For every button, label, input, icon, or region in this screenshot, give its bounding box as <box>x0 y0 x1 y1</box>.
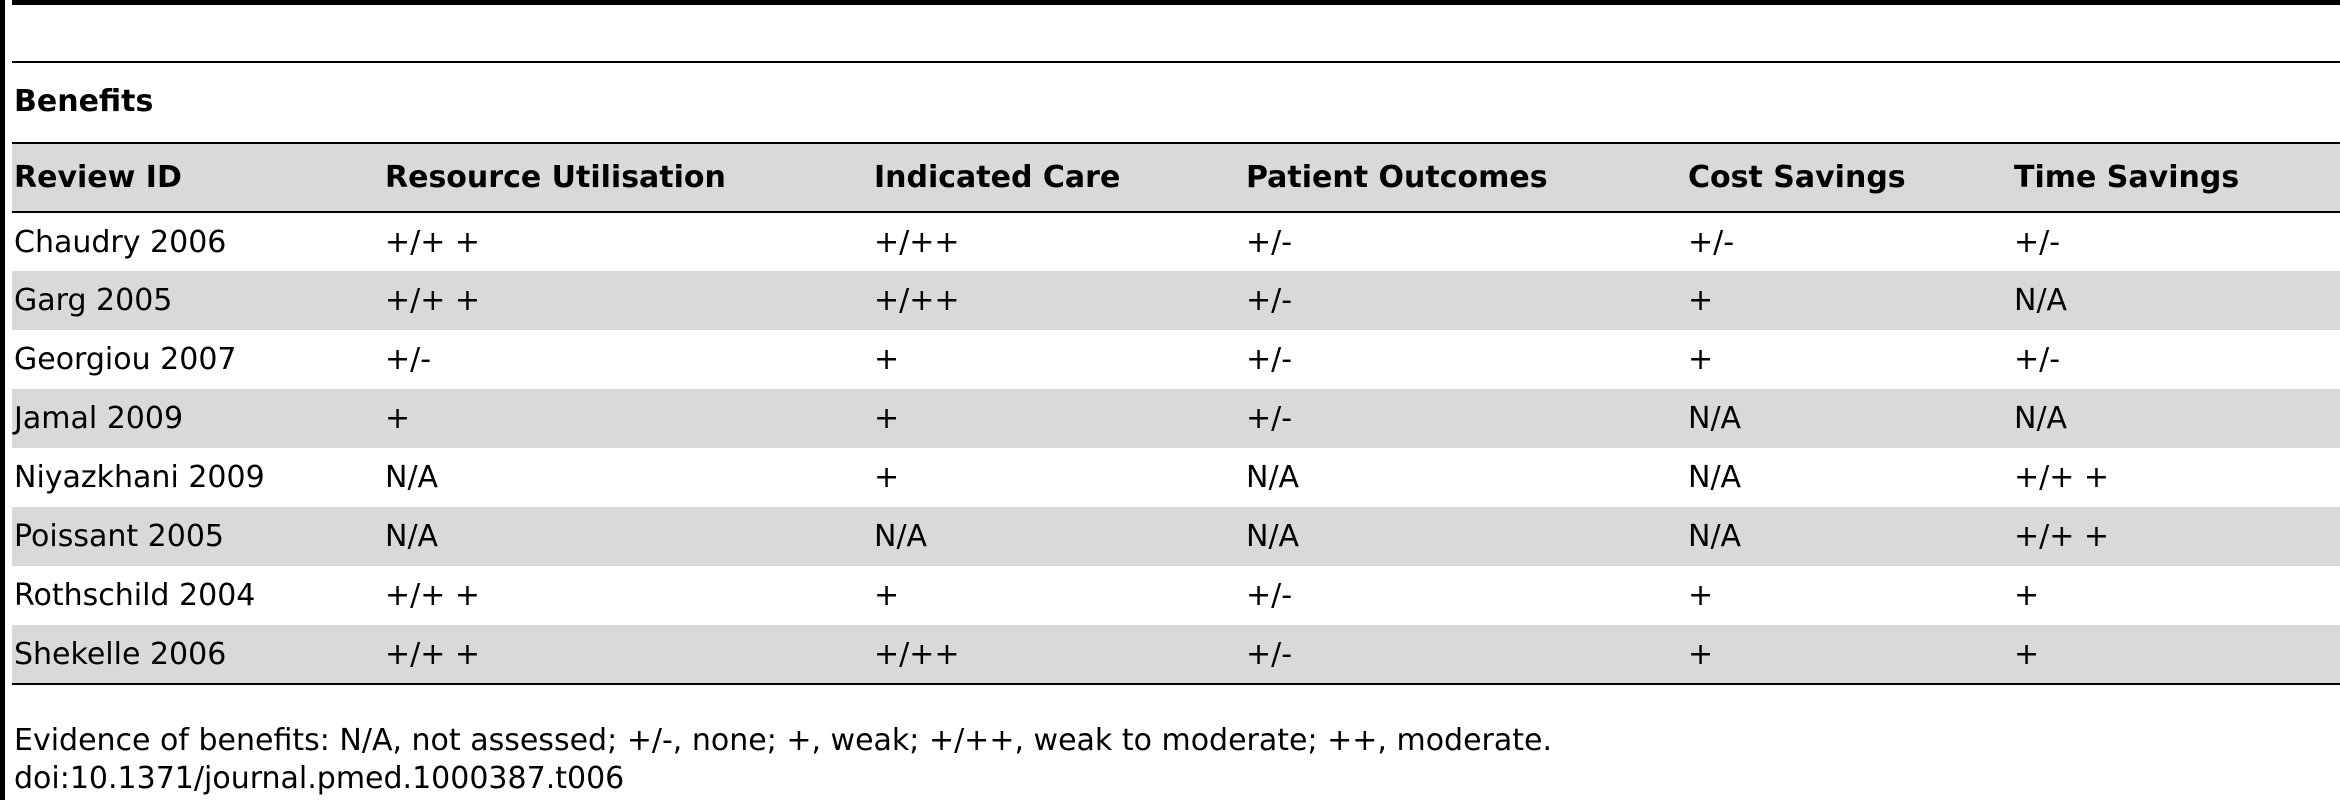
table-cell: +/- <box>1246 283 1293 318</box>
table-cell: N/A <box>2014 283 2068 318</box>
table-cell: +/+ + <box>385 224 481 260</box>
table-row: Rothschild 2004 +/+ + + +/- + + <box>12 566 2340 625</box>
table-header-row: Review ID Resource Utilisation Indicated… <box>12 144 2340 213</box>
column-header: Time Savings <box>2012 144 2340 213</box>
benefits-table: Review ID Resource Utilisation Indicated… <box>12 144 2340 685</box>
table-cell: + <box>874 401 900 436</box>
table-cell: +/- <box>1246 578 1293 613</box>
table-row: Niyazkhani 2009 N/A + N/A N/A +/+ + <box>12 448 2340 507</box>
table-cell: + <box>874 460 900 495</box>
table-cell: Chaudry 2006 <box>14 224 227 260</box>
table-cell: + <box>2012 625 2340 685</box>
table-footnote: Evidence of benefits: N/A, not assessed;… <box>14 723 1553 758</box>
table-cell: Garg 2005 <box>14 283 173 318</box>
table-cell: +/- <box>2014 224 2061 260</box>
table-cell: +/++ <box>874 224 960 260</box>
doi-text: doi:10.1371/journal.pmed.1000387.t006 <box>14 761 625 796</box>
table-cell: + <box>1688 283 1714 318</box>
table-cell: Niyazkhani 2009 <box>14 460 265 495</box>
table-cell: Rothschild 2004 <box>14 578 256 613</box>
table-cell: + <box>1688 578 1714 613</box>
table-cell: N/A <box>385 519 439 554</box>
table-row: Jamal 2009 + + +/- N/A N/A <box>12 389 2340 448</box>
table-cell: + <box>2014 578 2040 613</box>
column-header: Review ID <box>12 144 383 213</box>
column-header: Indicated Care <box>872 144 1244 213</box>
left-border-rule <box>0 0 5 800</box>
table-cell: +/+ + <box>385 578 481 613</box>
table-cell: N/A <box>1688 401 1742 436</box>
table-row: Georgiou 2007 +/- + +/- + +/- <box>12 330 2340 389</box>
table-cell: +/- <box>1246 224 1293 260</box>
column-header: Patient Outcomes <box>1244 144 1686 213</box>
table-row: Shekelle 2006 +/+ + +/++ +/- + + <box>12 625 2340 685</box>
table-row: Garg 2005 +/+ + +/++ +/- + N/A <box>12 271 2340 330</box>
table-cell: +/+ + <box>2014 519 2110 554</box>
table-cell: +/- <box>1246 401 1293 436</box>
table-row: Chaudry 2006 +/+ + +/++ +/- +/- +/- <box>12 212 2340 271</box>
table-cell: +/+ + <box>383 625 872 685</box>
top-rule <box>12 0 2340 5</box>
table-cell: + <box>874 578 900 613</box>
table-cell: + <box>1686 625 2012 685</box>
table-cell: +/++ <box>874 283 960 318</box>
table-cell: + <box>385 401 411 436</box>
section-rule <box>12 142 2340 144</box>
column-header: Resource Utilisation <box>383 144 872 213</box>
table-cell: Jamal 2009 <box>14 401 184 436</box>
table-cell: N/A <box>2014 401 2068 436</box>
table-cell: +/++ <box>872 625 1244 685</box>
table-cell: +/+ + <box>385 283 481 318</box>
table-cell: +/- <box>1246 342 1293 377</box>
table-cell: N/A <box>874 519 928 554</box>
header-rule <box>12 61 2340 63</box>
table-cell: N/A <box>1688 460 1742 495</box>
column-header: Cost Savings <box>1686 144 2012 213</box>
section-title: Benefits <box>14 84 154 119</box>
table-cell: +/- <box>2014 342 2061 377</box>
table-cell: +/- <box>385 342 432 377</box>
table-cell: + <box>1688 342 1714 377</box>
table-cell: Shekelle 2006 <box>12 625 383 685</box>
table-cell: +/+ + <box>2014 460 2110 495</box>
table-cell: Poissant 2005 <box>14 519 225 554</box>
table-cell: N/A <box>1246 460 1300 495</box>
table-cell: +/- <box>1244 625 1686 685</box>
table-cell: N/A <box>385 460 439 495</box>
table-cell: + <box>874 342 900 377</box>
table-cell: Georgiou 2007 <box>14 342 237 377</box>
table-cell: N/A <box>1688 519 1742 554</box>
table-row: Poissant 2005 N/A N/A N/A N/A +/+ + <box>12 507 2340 566</box>
table-cell: N/A <box>1246 519 1300 554</box>
table-cell: +/- <box>1688 224 1735 260</box>
